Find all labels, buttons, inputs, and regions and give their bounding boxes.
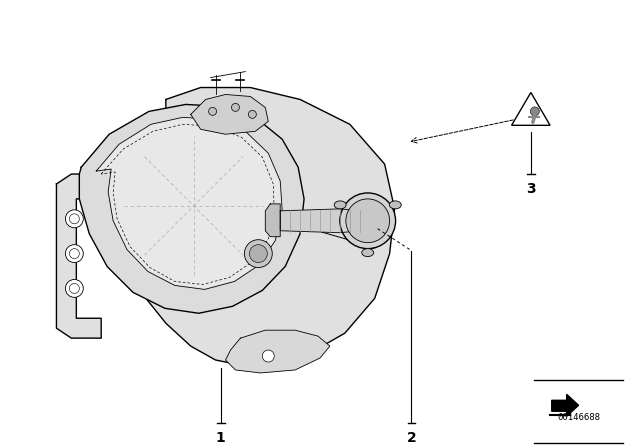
Polygon shape: [56, 174, 101, 338]
Polygon shape: [552, 394, 579, 416]
Circle shape: [69, 249, 79, 258]
Text: 2: 2: [406, 431, 417, 444]
Circle shape: [65, 210, 83, 228]
Ellipse shape: [389, 201, 401, 209]
Polygon shape: [136, 87, 395, 366]
Circle shape: [248, 110, 257, 118]
Circle shape: [346, 199, 390, 243]
Circle shape: [250, 245, 268, 263]
Circle shape: [340, 193, 396, 249]
Circle shape: [232, 103, 239, 112]
Circle shape: [531, 107, 540, 116]
Circle shape: [65, 245, 83, 263]
Polygon shape: [96, 117, 282, 289]
Text: 00146688: 00146688: [557, 413, 600, 422]
Ellipse shape: [334, 201, 346, 209]
Polygon shape: [79, 104, 304, 313]
Text: 1: 1: [216, 431, 225, 444]
Circle shape: [262, 350, 275, 362]
Polygon shape: [280, 209, 370, 233]
Polygon shape: [511, 92, 550, 125]
Polygon shape: [266, 204, 280, 237]
Circle shape: [65, 280, 83, 297]
Circle shape: [244, 240, 272, 267]
Polygon shape: [225, 330, 330, 373]
Polygon shape: [191, 95, 268, 134]
Circle shape: [209, 108, 216, 116]
Circle shape: [69, 284, 79, 293]
Ellipse shape: [362, 249, 374, 257]
Circle shape: [69, 214, 79, 224]
Text: 3: 3: [526, 182, 536, 196]
